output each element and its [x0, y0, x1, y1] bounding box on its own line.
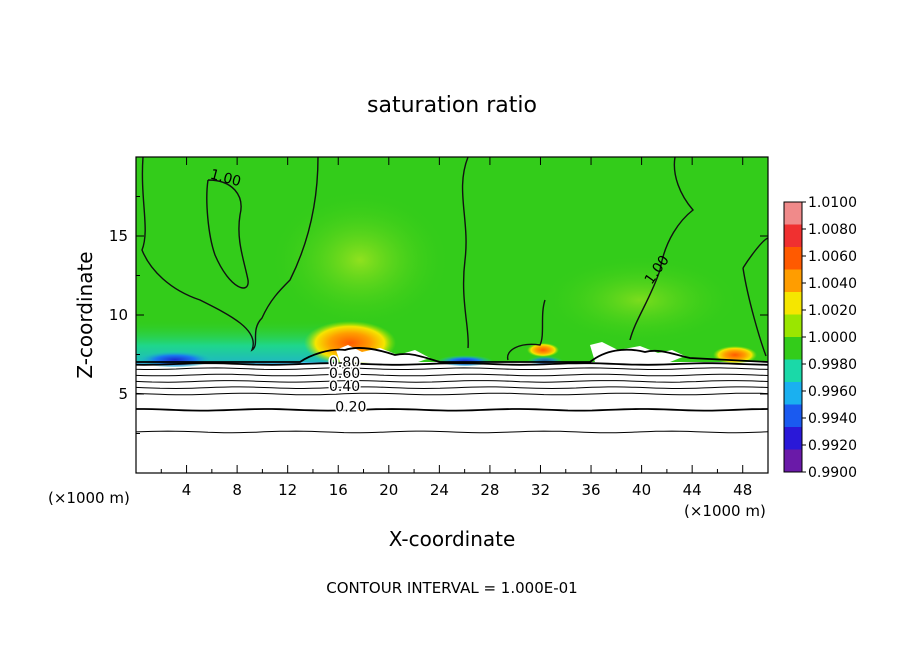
contour-label: 0.20: [335, 399, 366, 415]
chart-title: saturation ratio: [367, 93, 537, 118]
colorbar-swatch: [784, 449, 802, 473]
x-unit-right: (×1000 m): [684, 502, 766, 520]
x-tick-label: 8: [232, 481, 242, 499]
colorbar-swatch: [784, 314, 802, 338]
colorbar-swatch: [784, 382, 802, 405]
colorbar-tick-label: 1.0100: [808, 195, 857, 211]
colorbar-tick-label: 1.0020: [808, 303, 857, 319]
colorbar-swatch: [784, 404, 802, 428]
contour-label: 0.60: [329, 366, 360, 382]
warm-patch-mid: [527, 343, 559, 357]
contour-line: [136, 430, 768, 434]
contour-line-cloud-base: [136, 347, 768, 363]
colorbar-swatch: [784, 247, 802, 270]
contour-line: [136, 392, 768, 396]
contour-line: [136, 386, 768, 390]
y-tick-label: 10: [109, 306, 128, 324]
lime-patch-right: [540, 255, 740, 345]
contour-line-1-00: [742, 237, 768, 269]
x-tick-label: 48: [733, 481, 752, 499]
colorbar-tick-label: 1.0080: [808, 222, 857, 238]
colorbar-swatch: [784, 269, 802, 293]
contour-line-1-00: [629, 157, 695, 341]
x-tick-label: 36: [581, 481, 600, 499]
colorbar-swatch: [784, 202, 802, 225]
contour-label: 0.40: [329, 379, 360, 395]
lower-region: [136, 362, 768, 473]
colorbar-tick-label: 1.0000: [808, 330, 857, 346]
contour-line-1-00: [742, 267, 767, 357]
lime-patch-center: [270, 190, 450, 330]
x-tick-label: 28: [480, 481, 499, 499]
colorbar-tick-label: 0.9980: [808, 357, 857, 373]
contour-line-1-00: [141, 157, 319, 352]
y-axis: 5 10 15: [109, 196, 768, 434]
y-axis-label: Z-coordinate: [73, 251, 97, 378]
contour-lines: [136, 157, 768, 434]
colorbar-tick-label: 1.0060: [808, 249, 857, 265]
contour-label: 0.80: [329, 355, 360, 371]
contour-line: [136, 373, 768, 377]
colorbar-swatch: [784, 427, 802, 450]
contour-line-1-00: [461, 157, 469, 349]
x-tick-label: 4: [182, 481, 192, 499]
x-axis: 4 8 12 16 20 24 28 32 36 40 44 48: [160, 157, 752, 499]
contour-line: [136, 408, 768, 412]
colorbar-swatch: [784, 359, 802, 383]
colorbar-tick-label: 1.0040: [808, 276, 857, 292]
colorbar-tick-label: 0.9920: [808, 438, 857, 454]
x-tick-label: 20: [379, 481, 398, 499]
contour-line: [136, 380, 768, 383]
colorbar-swatch: [784, 224, 802, 248]
x-tick-label: 16: [329, 481, 348, 499]
x-tick-label: 24: [430, 481, 449, 499]
colorbar-tick-label: 0.9900: [808, 465, 857, 481]
y-tick-label: 5: [118, 385, 128, 403]
x-tick-label: 32: [531, 481, 550, 499]
x-tick-label: 40: [632, 481, 651, 499]
contour-interval-note: CONTOUR INTERVAL = 1.000E-01: [326, 579, 577, 597]
colorbar-swatch: [784, 292, 802, 315]
colorbar: 1.0100 1.0080 1.0060 1.0040 1.0020 1.0000 0.99…: [783, 195, 857, 481]
colorbar-tick-label: 0.9940: [808, 411, 857, 427]
contour-line: [136, 362, 768, 366]
y-tick-label: 15: [109, 227, 128, 245]
colorbar-swatch: [784, 337, 802, 360]
contour-line: [136, 367, 768, 370]
x-unit-left: (×1000 m): [48, 489, 130, 507]
contour-labels: 1.001.000.800.600.400.20: [208, 167, 672, 417]
plot-area: 1.001.000.800.600.400.20: [136, 157, 768, 473]
x-tick-label: 44: [683, 481, 702, 499]
x-tick-label: 12: [278, 481, 297, 499]
contour-label: 1.00: [208, 167, 242, 191]
x-axis-label: X-coordinate: [389, 527, 516, 551]
contour-line-1-00: [206, 179, 249, 289]
contour-line-1-00: [506, 299, 546, 361]
colorbar-tick-label: 0.9960: [808, 384, 857, 400]
